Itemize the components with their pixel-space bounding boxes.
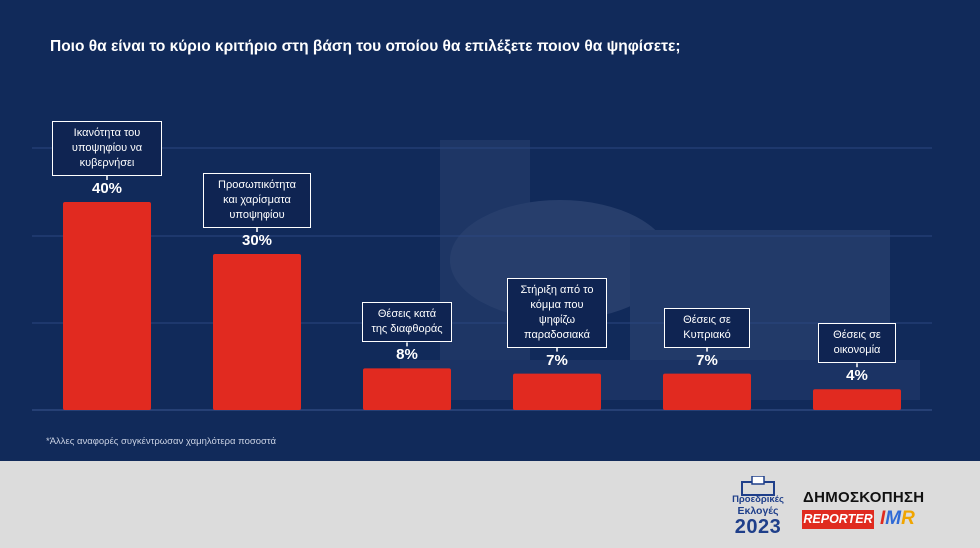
bar [213,254,301,410]
survey-title: ΔΗΜΟΣΚΟΠΗΣΗ [803,489,925,506]
category-label-line: Στήριξη από το [520,283,594,296]
category-label: Θέσεις σε Κυπριακό [664,307,750,348]
category-label-line: παραδοσιακά [524,328,590,341]
badge-line-2: Εκλογές [737,505,779,517]
category-label-line: Θέσεις σε [683,313,731,326]
value-label: 40% [91,180,123,197]
category-label-line: κυβερνήσει [79,157,135,169]
value-label: 4% [846,367,868,385]
chart-title: Ποιο θα είναι το κύριο κριτήριο στη βάση… [50,38,681,55]
value-label: 7% [546,351,568,369]
category-label-line: Ικανότητα του [73,127,141,139]
category-label-line: ψηφίζω [538,313,576,326]
badge-line-1: Προεδρικές [732,494,784,505]
category-label-line: Θέσεις σε [833,329,881,342]
imr-letter-i: I [880,508,886,529]
category-label: Ικανότητα του υποψηφίου να κυβερνήσει [52,121,162,176]
category-label-line: κόμμα που [530,298,584,311]
footnote: *Άλλες αναφορές συγκέντρωσαν χαμηλότερα … [46,436,276,447]
imr-letter-r: R [901,508,915,529]
value-label: 30% [241,232,273,249]
category-label-line: υποψηφίου [229,209,285,221]
category-label: Θέσεις κατά της διαφθοράς [362,302,452,343]
imr-letter-m: M [885,508,902,529]
category-label: Θέσεις σε οικονομία [818,323,896,364]
category-label-line: Προσωπικότητα [218,179,296,191]
category-label-line: Κυπριακό [683,328,731,341]
category-label-line: υποψηφίου να [71,142,143,154]
category-label: Προσωπικότητα και χαρίσματα υποψηφίου [203,173,311,228]
category-label-line: και χαρίσματα [223,194,291,206]
chart-panel: Ποιο θα είναι το κύριο κριτήριο στη βάση… [0,0,980,461]
imr-logo: IMR [880,508,915,530]
bar [813,389,901,410]
bar [63,202,151,410]
reporter-logo: REPORTER [802,510,874,529]
category-label-line: οικονομία [833,344,881,357]
bar [663,373,751,410]
election-badge: Προεδρικές Εκλογές 2023 [728,470,788,540]
bar-chart [32,147,932,411]
value-label: 8% [396,346,418,364]
footer [0,461,980,548]
badge-year: 2023 [734,516,782,538]
ballot-box-icon [741,476,775,496]
category-label-line: Θέσεις κατά [377,308,437,321]
category-label: Στήριξη από το κόμμα που ψηφίζω παραδοσιακά [507,277,607,348]
value-label: 7% [696,351,718,369]
category-label-line: της διαφθοράς [371,323,443,336]
bar [363,368,451,410]
bar [513,373,601,410]
